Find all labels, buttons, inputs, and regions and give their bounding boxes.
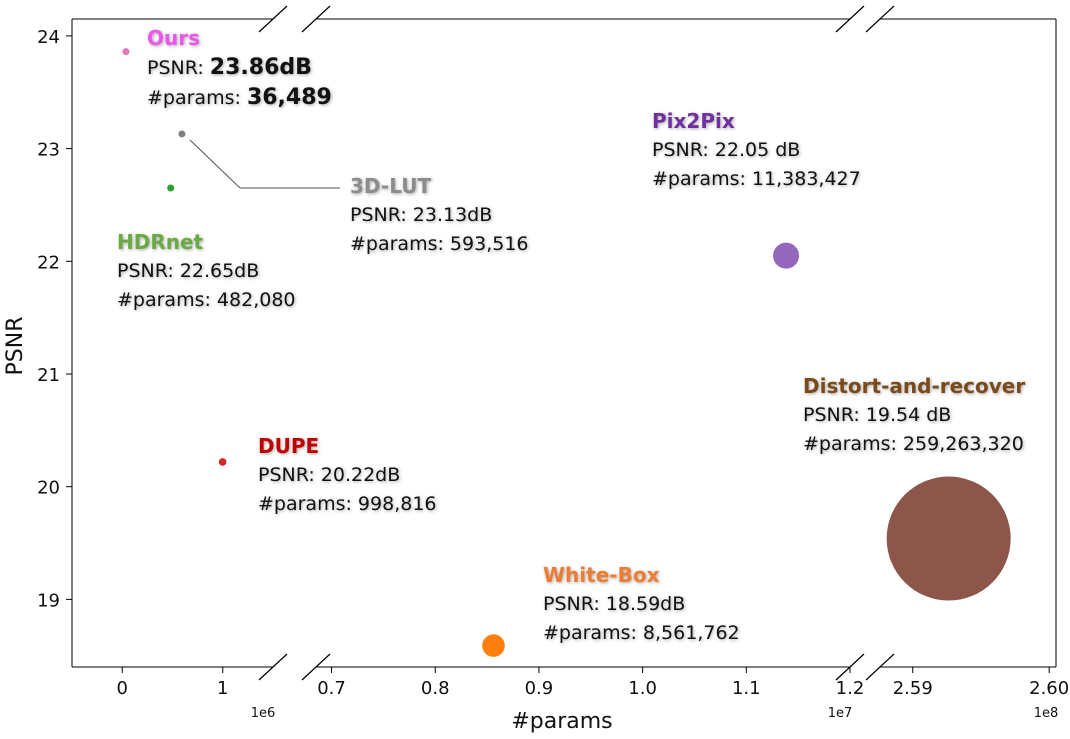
axis-break-mark [301, 5, 331, 33]
psnr-whitebox: PSNR: 18.59dB [543, 593, 686, 615]
annotation-whitebox: White-Box PSNR: 18.59dB #params: 8,561,7… [543, 561, 740, 648]
y-tick-label: 24 [37, 27, 60, 48]
y-tick-label: 20 [37, 478, 60, 499]
label-pix2pix: Pix2Pix [652, 109, 735, 133]
x-tick-label: 1.0 [628, 678, 657, 699]
x-axis-label: #params [511, 709, 612, 734]
y-tick-label: 22 [37, 252, 60, 273]
point-ours [122, 48, 130, 56]
x-scale-label: 1e8 [1034, 706, 1059, 721]
point-hdrnet [167, 184, 175, 192]
y-tick-label: 23 [37, 140, 60, 161]
label-whitebox: White-Box [543, 563, 660, 587]
label-dupe: DUPE [258, 434, 320, 458]
point-pix2pix [773, 242, 800, 269]
psnr-distort: PSNR: 19.54 dB [803, 404, 952, 426]
x-tick-label: 0.8 [421, 678, 450, 699]
x-tick-label: 1.1 [732, 678, 761, 699]
axis-break-mark [301, 653, 331, 681]
params-dupe: #params: 998,816 [258, 493, 437, 515]
label-hdrnet: HDRnet [117, 230, 204, 254]
params-whitebox: #params: 8,561,762 [543, 622, 740, 644]
params-3dlut: #params: 593,516 [350, 233, 529, 255]
axis-break-mark [258, 653, 288, 681]
axis-break-mark [835, 5, 865, 33]
psnr-value-ours: 23.86dB [209, 55, 312, 80]
point-white-box [482, 634, 505, 657]
annotation-ours: Ours PSNR: 23.86dB #params: 36,489 [147, 24, 332, 113]
point-3d-lut [178, 130, 186, 138]
params-pix2pix: #params: 11,383,427 [652, 168, 861, 190]
y-axis-label: PSNR [3, 317, 28, 376]
psnr-pix2pix: PSNR: 22.05 dB [652, 139, 801, 161]
annotation-pix2pix: Pix2Pix PSNR: 22.05 dB #params: 11,383,4… [652, 107, 861, 194]
psnr-dupe: PSNR: 20.22dB [258, 464, 401, 486]
params-distort: #params: 259,263,320 [803, 433, 1024, 455]
x-tick-label: 0.7 [317, 678, 346, 699]
x-tick-label: 2.59 [893, 678, 933, 699]
params-prefix-ours: #params: [147, 87, 247, 109]
point-distort-and-recover [886, 476, 1011, 601]
x-tick-label: 0 [117, 678, 128, 699]
annotation-3dlut: 3D-LUT PSNR: 23.13dB #params: 593,516 [350, 172, 529, 259]
annotation-distort: Distort-and-recover PSNR: 19.54 dB #para… [803, 372, 1025, 459]
y-tick-label: 21 [37, 365, 60, 386]
label-3dlut: 3D-LUT [350, 174, 432, 198]
axis-break-mark [865, 653, 895, 681]
psnr-prefix-ours: PSNR: [147, 57, 210, 79]
annotation-dupe: DUPE PSNR: 20.22dB #params: 998,816 [258, 432, 437, 519]
label-distort: Distort-and-recover [803, 374, 1026, 398]
leader-line [189, 139, 241, 189]
x-scale-label: 1e6 [251, 706, 276, 721]
x-tick-label: 2.60 [1029, 678, 1069, 699]
point-dupe [218, 458, 227, 466]
label-ours: Ours [147, 26, 201, 50]
psnr-hdrnet: PSNR: 22.65dB [117, 260, 260, 282]
axis-break-mark [865, 5, 895, 33]
x-tick-label: 1 [217, 678, 228, 699]
y-tick-label: 19 [37, 590, 60, 611]
axis-break-mark [258, 5, 288, 33]
annotation-hdrnet: HDRnet PSNR: 22.65dB #params: 482,080 [117, 228, 296, 315]
x-tick-label: 1.2 [836, 678, 865, 699]
x-scale-label: 1e7 [828, 706, 853, 721]
params-hdrnet: #params: 482,080 [117, 289, 296, 311]
psnr-3dlut: PSNR: 23.13dB [350, 204, 493, 226]
params-value-ours: 36,489 [246, 85, 332, 110]
x-tick-label: 0.9 [525, 678, 554, 699]
